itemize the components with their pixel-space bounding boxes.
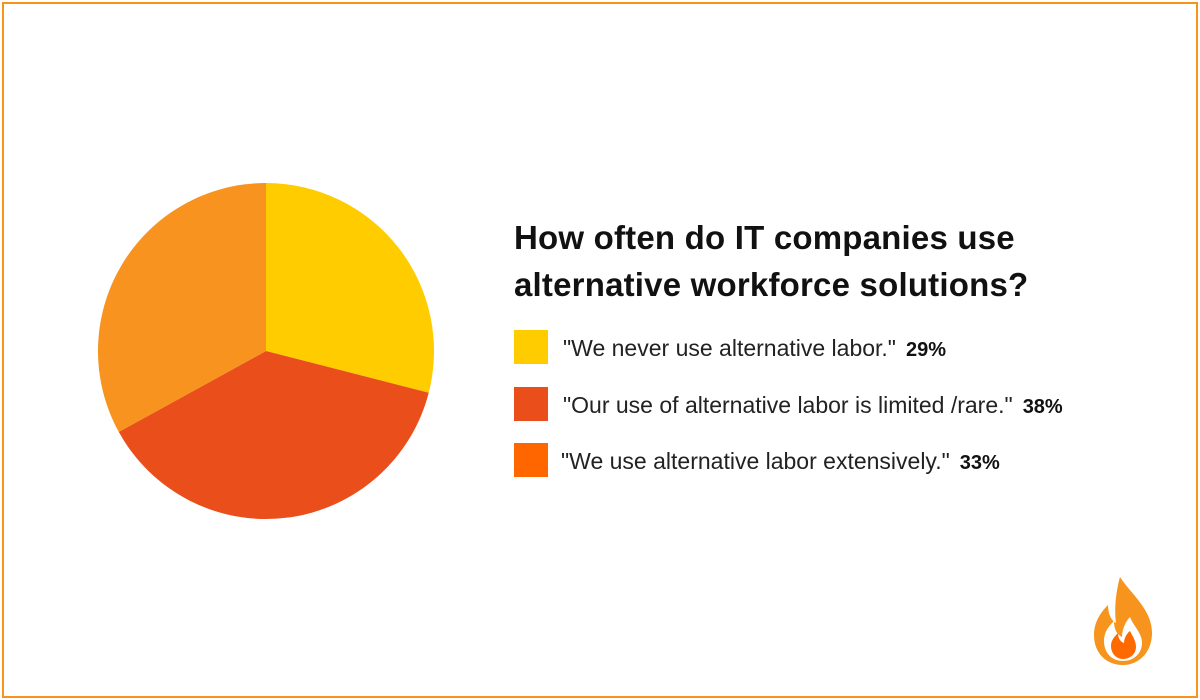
legend-label-extensive: "We use alternative labor extensively.": [561, 448, 950, 474]
legend-swatch: [514, 443, 548, 477]
chart-title: How often do IT companies use alternativ…: [514, 214, 1154, 308]
flame-icon: [1094, 577, 1152, 665]
pie-slice-extensive: [97, 183, 267, 432]
legend-label-never: "We never use alternative labor.": [563, 335, 896, 361]
legend-swatch: [514, 330, 548, 364]
chart-title-line-2: alternative workforce solutions?: [514, 266, 1029, 303]
legend-label-limited: "Our use of alternative labor is limited…: [563, 392, 1013, 418]
legend-value-limited: 38%: [1022, 396, 1063, 418]
chart-title-line-1: How often do IT companies use: [514, 219, 1015, 256]
legend-value-never: 29%: [905, 339, 947, 361]
pie-slice-never: [266, 183, 435, 393]
legend-value-extensive: 33%: [959, 452, 1000, 474]
legend-swatch: [514, 387, 548, 421]
pie-chart: [97, 183, 435, 519]
pie-slice-limited: [118, 351, 429, 519]
